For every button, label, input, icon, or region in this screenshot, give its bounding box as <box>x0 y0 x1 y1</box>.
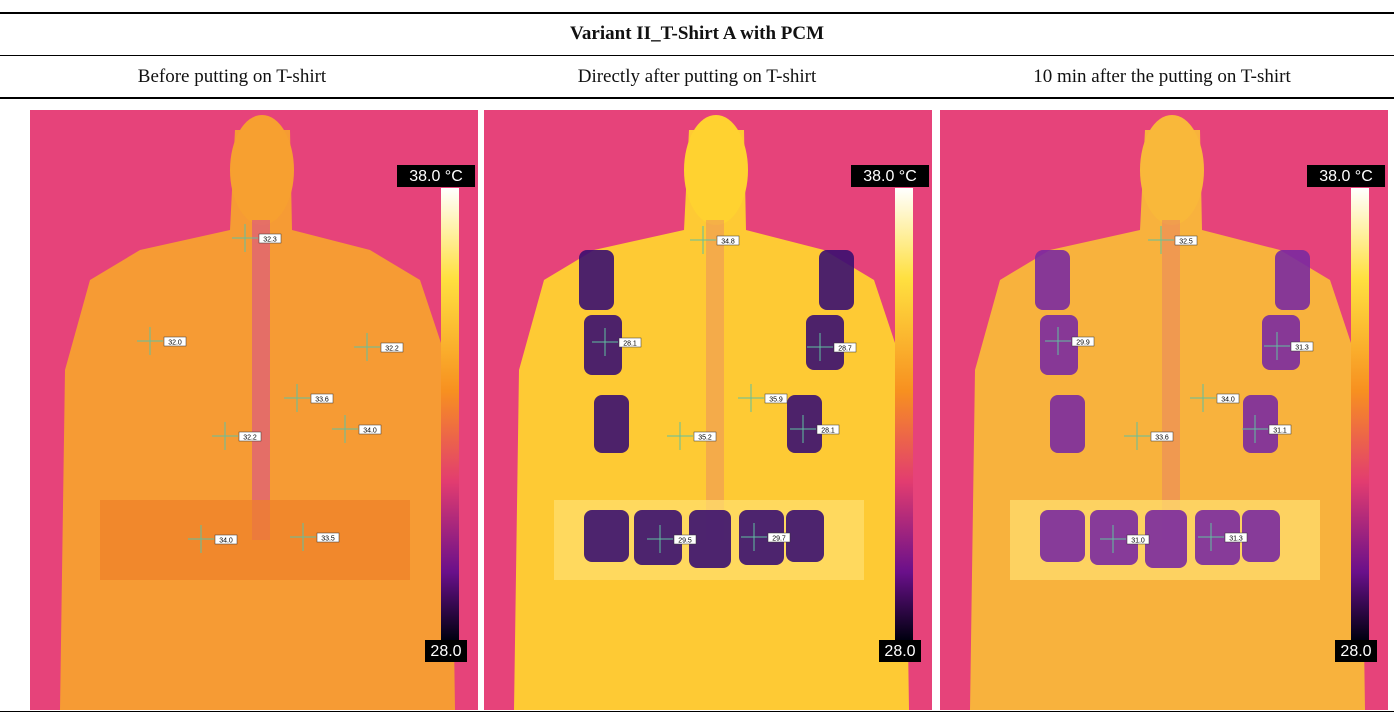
column-header: Before putting on T-shirt <box>0 66 464 88</box>
scale-max: 38.0 °C <box>863 168 917 185</box>
spot-label: 29.5 <box>678 538 692 545</box>
thermal-image: 38.0 °C 28.0 32.5 29.9 31.3 34.0 33.6 31.1 31.0 3… <box>940 110 1388 710</box>
scale-max: 38.0 °C <box>409 168 463 185</box>
page: {"table":{"title":"Variant II_T-Shirt A … <box>0 0 1394 722</box>
table-title: Variant II_T-Shirt A with PCM <box>0 23 1394 45</box>
pcm-patch <box>584 510 629 562</box>
spot-label: 28.1 <box>821 428 835 435</box>
spot-label: 31.3 <box>1295 345 1309 352</box>
spot-label: 33.6 <box>1155 435 1169 442</box>
color-scale <box>1351 188 1369 640</box>
spot-label: 32.2 <box>385 346 399 353</box>
thermal-image: 38.0 °C 28.0 34.8 28.1 28.7 35.9 35.2 28.1 29.5 2… <box>484 110 932 710</box>
spot-label: 33.5 <box>321 536 335 543</box>
pcm-patch <box>1035 250 1070 310</box>
spot-label: 35.9 <box>769 397 783 404</box>
column-header: 10 min after the putting on T-shirt <box>930 66 1394 88</box>
spot-label: 33.6 <box>315 397 329 404</box>
scale-min: 28.0 <box>1340 643 1371 660</box>
waistband <box>100 500 410 580</box>
pcm-patch <box>1243 395 1278 453</box>
mid-rule <box>0 55 1394 56</box>
pcm-patch <box>1145 510 1187 568</box>
spot-label: 31.0 <box>1131 538 1145 545</box>
spot-label: 32.0 <box>168 340 182 347</box>
scale-min: 28.0 <box>884 643 915 660</box>
spot-label: 29.7 <box>772 536 786 543</box>
neck <box>1140 115 1204 225</box>
color-scale <box>441 188 459 640</box>
spot-label: 28.1 <box>623 341 637 348</box>
spot-label: 34.0 <box>363 428 377 435</box>
scale-max: 38.0 °C <box>1319 168 1373 185</box>
pcm-patch <box>806 315 844 370</box>
spot-label: 31.3 <box>1229 536 1243 543</box>
top-rule <box>0 12 1394 14</box>
thermal-image: 38.0 °C 28.0 32.3 32.0 32.2 33.6 34.0 32.2 34.0 3… <box>30 110 478 710</box>
spot-label: 32.3 <box>263 237 277 244</box>
neck <box>230 115 294 225</box>
spot-label: 32.5 <box>1179 239 1193 246</box>
pcm-patch <box>579 250 614 310</box>
spot-label: 35.2 <box>698 435 712 442</box>
spine <box>1162 220 1180 540</box>
spot-label: 31.1 <box>1273 428 1287 435</box>
spine <box>252 220 270 540</box>
pcm-patch <box>584 315 622 375</box>
pcm-patch <box>1242 510 1280 562</box>
neck <box>684 115 748 225</box>
pcm-patch <box>786 510 824 562</box>
pcm-patch <box>1275 250 1310 310</box>
header-rule <box>0 97 1394 99</box>
spot-label: 29.9 <box>1076 340 1090 347</box>
pcm-patch <box>819 250 854 310</box>
pcm-patch <box>594 395 629 453</box>
scale-min: 28.0 <box>430 643 461 660</box>
color-scale <box>895 188 913 640</box>
bottom-rule <box>0 711 1394 712</box>
column-header: Directly after putting on T-shirt <box>465 66 929 88</box>
pcm-patch <box>1050 395 1085 453</box>
spot-label: 34.0 <box>219 538 233 545</box>
pcm-patch <box>1040 510 1085 562</box>
spot-label: 32.2 <box>243 435 257 442</box>
pcm-patch <box>787 395 822 453</box>
spot-label: 34.0 <box>1221 397 1235 404</box>
spot-label: 28.7 <box>838 346 852 353</box>
spot-label: 34.8 <box>721 239 735 246</box>
spine <box>706 220 724 540</box>
